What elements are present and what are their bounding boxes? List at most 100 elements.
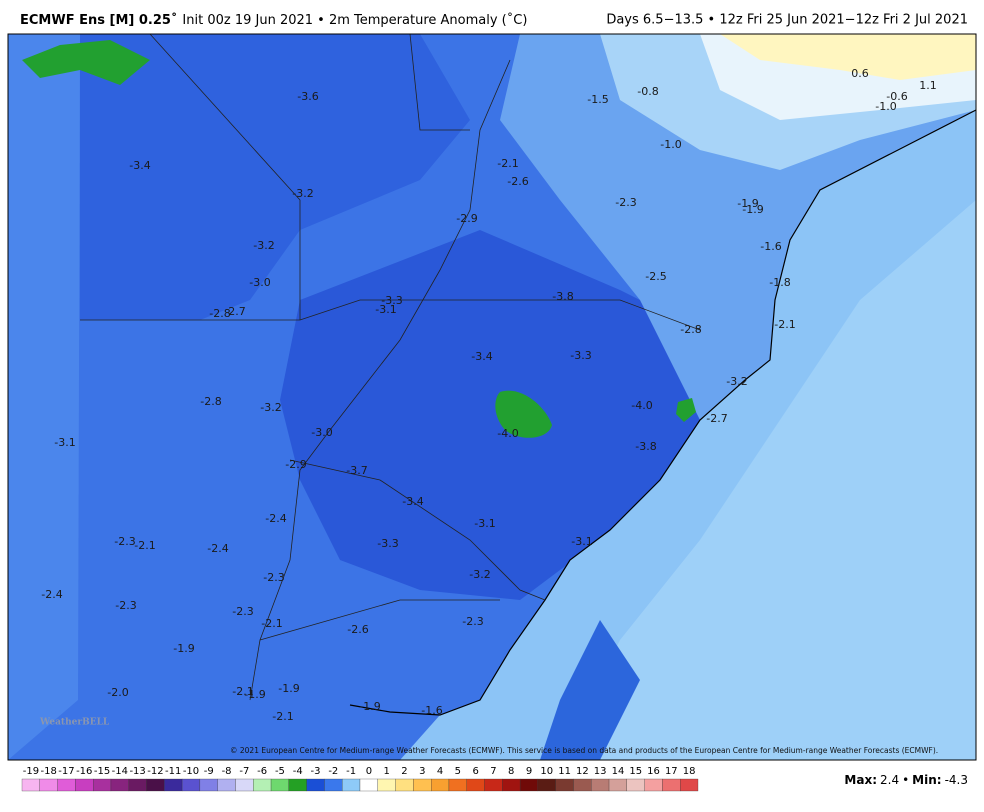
map-label: -3.7 bbox=[346, 464, 367, 477]
map-label: -3.2 bbox=[292, 187, 313, 200]
map-label: -2.1 bbox=[272, 710, 293, 723]
map-label: -3.1 bbox=[375, 303, 396, 316]
title: ECMWF Ens [M] 0.25˚ bbox=[20, 12, 177, 28]
map-label: -3.1 bbox=[571, 535, 592, 548]
map-label: -3.0 bbox=[311, 426, 332, 439]
colorbar-swatch bbox=[57, 778, 76, 792]
map-label: -1.8 bbox=[769, 276, 790, 289]
min-label: Min: bbox=[912, 773, 941, 787]
map-label: -3.2 bbox=[469, 568, 490, 581]
map-label: -1.6 bbox=[421, 704, 442, 717]
map-label: -1.9 bbox=[244, 688, 265, 701]
map-label: -4.0 bbox=[497, 427, 518, 440]
colorbar-label: -19 bbox=[23, 766, 39, 777]
colorbar-swatch bbox=[555, 778, 574, 792]
logo: WeatherBELL bbox=[39, 718, 110, 728]
map-label: -3.2 bbox=[253, 239, 274, 252]
map-label: -3.0 bbox=[249, 276, 270, 289]
colorbar-label: 2 bbox=[401, 766, 407, 777]
map-label: 0.6 bbox=[851, 67, 869, 80]
colorbar-label: -6 bbox=[257, 766, 267, 777]
map-label: -2.8 bbox=[680, 323, 701, 336]
subtitle: Init 00z 19 Jun 2021 • 2m Temperature An… bbox=[182, 12, 527, 28]
colorbar-label: 12 bbox=[576, 766, 589, 777]
map-label: -0.8 bbox=[637, 85, 658, 98]
colorbar-swatch bbox=[662, 778, 681, 792]
colorbar-label: -10 bbox=[183, 766, 199, 777]
colorbar-swatch bbox=[359, 778, 378, 792]
colorbar-label: 8 bbox=[508, 766, 514, 777]
colorbar-label: -12 bbox=[147, 766, 163, 777]
map-label: -3.1 bbox=[474, 517, 495, 530]
map-label: -2.4 bbox=[207, 542, 228, 555]
map-label: -2.4 bbox=[41, 588, 62, 601]
map-label: -2.3 bbox=[263, 571, 284, 584]
colorbar-label: 15 bbox=[629, 766, 642, 777]
colorbar-swatch bbox=[217, 778, 236, 792]
map-label: -2.6 bbox=[507, 175, 528, 188]
colorbar-label: -16 bbox=[76, 766, 92, 777]
colorbar-swatch bbox=[324, 778, 343, 792]
map-label: -2.1 bbox=[134, 539, 155, 552]
map-label: -4.0 bbox=[631, 399, 652, 412]
colorbar-swatch bbox=[306, 778, 325, 792]
colorbar-label: -14 bbox=[112, 766, 128, 777]
map-label: -2.1 bbox=[774, 318, 795, 331]
colorbar-swatch bbox=[484, 778, 503, 792]
colorbar-label: 16 bbox=[647, 766, 660, 777]
colorbar-swatch bbox=[146, 778, 165, 792]
colorbar-swatch bbox=[608, 778, 627, 792]
colorbar-swatch bbox=[39, 778, 58, 792]
colorbar-label: -18 bbox=[41, 766, 57, 777]
map-label: -2.7 bbox=[706, 412, 727, 425]
colorbar-label: 17 bbox=[665, 766, 678, 777]
colorbar-label: -11 bbox=[165, 766, 181, 777]
colorbar-label: 9 bbox=[526, 766, 532, 777]
colorbar-swatch bbox=[626, 778, 645, 792]
map-label: -3.4 bbox=[129, 159, 150, 172]
colorbar-label: 11 bbox=[558, 766, 571, 777]
colorbar-swatch bbox=[413, 778, 432, 792]
colorbar-swatch bbox=[110, 778, 129, 792]
map-label: -2.1 bbox=[497, 157, 518, 170]
map-label: 2.7 bbox=[228, 305, 246, 318]
map-label: -1.9 bbox=[278, 682, 299, 695]
map bbox=[7, 33, 977, 761]
colorbar-label: -9 bbox=[204, 766, 214, 777]
map-label: -3.6 bbox=[297, 90, 318, 103]
colorbar: -19 -18 -17 -16 -15 -14 -13 -12 -11 -10 -9 -8 -7 -6 -5… bbox=[21, 766, 699, 792]
colorbar-label: 18 bbox=[683, 766, 696, 777]
footer: Max: 2.4 • Min: -4.3 bbox=[844, 773, 968, 787]
colorbar-swatch bbox=[270, 778, 289, 792]
colorbar-label: -2 bbox=[328, 766, 338, 777]
colorbar-label: 5 bbox=[455, 766, 461, 777]
colorbar-swatch bbox=[75, 778, 94, 792]
colorbar-label: -3 bbox=[311, 766, 321, 777]
colorbar-swatch bbox=[591, 778, 610, 792]
map-label: -2.5 bbox=[645, 270, 666, 283]
map-label: -3.2 bbox=[260, 401, 281, 414]
map-label: -1.0 bbox=[660, 138, 681, 151]
colorbar-swatch bbox=[164, 778, 183, 792]
map-label: 1.1 bbox=[919, 79, 937, 92]
map-label: -3.1 bbox=[54, 436, 75, 449]
map-label: -2.8 bbox=[209, 307, 230, 320]
map-label: -3.8 bbox=[635, 440, 656, 453]
map-label: -2.1 bbox=[232, 685, 253, 698]
map-label: -0.6 bbox=[886, 90, 907, 103]
map-label: -2.6 bbox=[347, 623, 368, 636]
colorbar-swatch bbox=[21, 778, 40, 792]
map-label: -1.6 bbox=[760, 240, 781, 253]
colorbar-label: 0 bbox=[366, 766, 372, 777]
colorbar-swatch bbox=[288, 778, 307, 792]
map-label: -3.3 bbox=[570, 349, 591, 362]
colorbar-swatch bbox=[395, 778, 414, 792]
map-label: -3.3 bbox=[381, 294, 402, 307]
colorbar-swatch bbox=[448, 778, 467, 792]
colorbar-label: 4 bbox=[437, 766, 443, 777]
map-label: -2.1 bbox=[261, 617, 282, 630]
colorbar-label: 10 bbox=[540, 766, 553, 777]
colorbar-swatch bbox=[342, 778, 361, 792]
map-label: -1.9 bbox=[742, 203, 763, 216]
